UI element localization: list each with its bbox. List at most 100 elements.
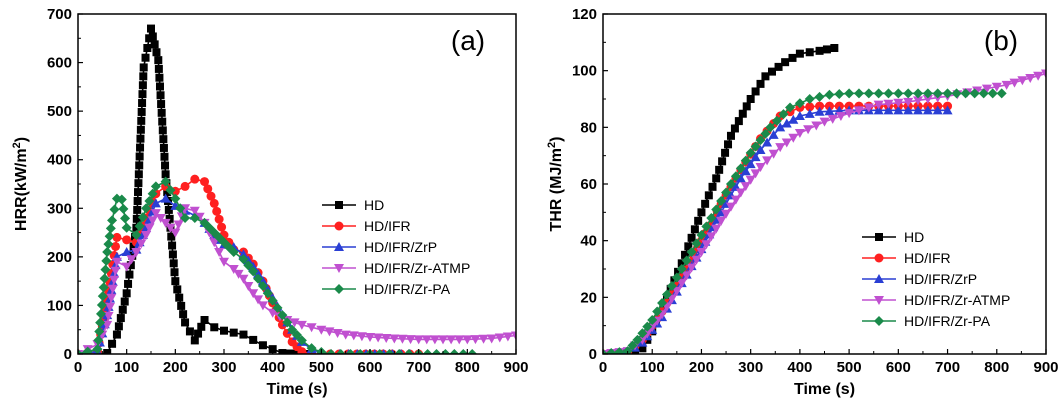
legend-entry: HD/IFR	[322, 218, 411, 234]
data-point	[405, 335, 416, 345]
data-point	[120, 297, 129, 306]
data-point	[170, 193, 181, 204]
data-point	[160, 218, 171, 228]
data-point	[165, 185, 176, 196]
data-point	[170, 228, 181, 238]
data-point	[157, 108, 166, 117]
data-point	[726, 131, 735, 140]
legend-label: HD/IFR/Zr-ATMP	[364, 260, 470, 276]
data-point	[143, 44, 152, 52]
data-point	[835, 112, 846, 121]
chart-panel-b: 0 100 200 300 400 500 600 700 800 900 0 20 40 60 80 100…	[546, 6, 1059, 398]
data-point	[768, 129, 779, 139]
data-point	[730, 195, 741, 205]
data-point	[189, 206, 200, 216]
data-point	[326, 349, 337, 354]
data-point	[96, 299, 107, 310]
data-point	[249, 335, 258, 344]
data-point	[951, 88, 962, 99]
data-point	[873, 100, 884, 110]
data-point	[102, 320, 113, 330]
data-point	[131, 248, 142, 257]
x-axis-label: Time (s)	[794, 381, 855, 398]
data-point	[220, 326, 228, 335]
data-point	[154, 64, 163, 73]
data-point	[134, 179, 143, 188]
legend-entry: HD/IFR/ZrP	[862, 271, 977, 287]
data-point	[131, 230, 142, 240]
x-tick-label: 700	[935, 359, 960, 376]
data-point	[253, 273, 264, 284]
data-point	[632, 334, 643, 345]
data-point	[446, 335, 457, 345]
data-point	[815, 101, 825, 111]
data-point	[422, 349, 433, 354]
data-point	[978, 88, 989, 99]
data-point	[690, 225, 699, 234]
y-tick-label: 80	[580, 119, 597, 136]
x-tick-label: 100	[114, 359, 139, 376]
y-tick-label: 700	[47, 6, 72, 23]
data-point	[238, 249, 249, 259]
data-point	[691, 238, 702, 249]
data-point	[767, 67, 776, 76]
data-point	[804, 108, 815, 118]
data-point	[110, 266, 121, 276]
y-tick-label: 60	[580, 176, 597, 193]
data-point	[431, 349, 442, 354]
data-point	[135, 152, 144, 161]
data-point	[1001, 80, 1012, 90]
data-point	[755, 163, 766, 172]
data-point	[771, 115, 782, 126]
data-point	[486, 334, 497, 344]
data-point	[355, 349, 366, 354]
data-point	[694, 216, 703, 225]
legend-marker	[334, 221, 344, 231]
data-point	[815, 46, 824, 55]
data-point	[138, 90, 147, 99]
series-group	[603, 44, 1046, 354]
data-point	[111, 257, 122, 267]
data-point	[725, 202, 736, 212]
data-point	[740, 182, 751, 192]
data-point	[248, 266, 259, 277]
data-point	[652, 306, 663, 317]
x-tick-label: 900	[503, 359, 528, 376]
data-point	[384, 349, 395, 354]
data-point	[1009, 78, 1020, 88]
data-point	[987, 88, 998, 99]
legend-label: HD/IFR/Zr-PA	[904, 313, 991, 329]
data-point	[148, 32, 157, 41]
data-point	[942, 88, 953, 99]
y-tick-label: 0	[589, 346, 597, 363]
data-point	[285, 349, 294, 354]
data-point	[373, 333, 384, 343]
data-point	[712, 174, 721, 183]
data-point	[794, 129, 805, 138]
data-point	[863, 103, 874, 113]
data-point	[114, 322, 123, 331]
data-point	[214, 248, 225, 257]
data-point	[150, 209, 161, 219]
legend-entry: HD/IFR/Zr-ATMP	[862, 292, 1010, 308]
data-point	[134, 188, 143, 197]
data-point	[282, 317, 293, 328]
data-point	[190, 174, 200, 184]
data-point	[755, 135, 766, 146]
data-point	[141, 231, 152, 240]
data-point	[775, 143, 786, 153]
legend-label: HD/IFR	[904, 250, 951, 266]
data-point	[762, 137, 773, 147]
data-point	[863, 88, 874, 99]
data-point	[738, 109, 747, 118]
data-point	[681, 255, 692, 266]
panel-label: (b)	[984, 25, 1018, 56]
data-point	[138, 81, 147, 90]
data-point	[135, 161, 144, 170]
data-point	[150, 198, 161, 208]
legend-marker	[874, 316, 884, 326]
data-point	[756, 79, 765, 88]
data-point	[785, 102, 796, 113]
data-point	[822, 45, 831, 54]
data-point	[761, 72, 770, 81]
